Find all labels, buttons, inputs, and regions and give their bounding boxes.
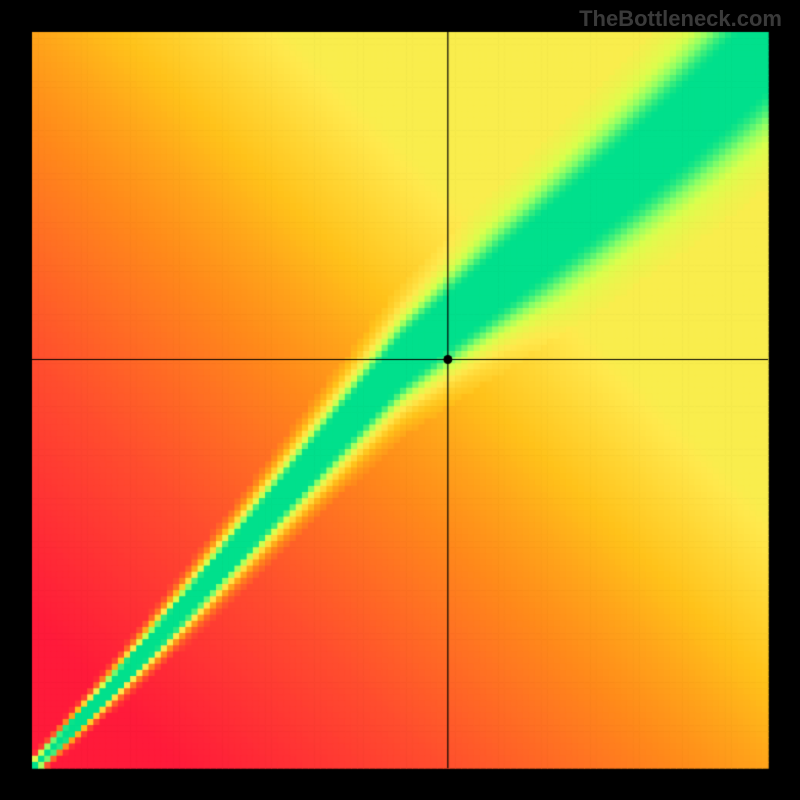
bottleneck-heatmap <box>0 0 800 800</box>
chart-container: TheBottleneck.com <box>0 0 800 800</box>
watermark-text: TheBottleneck.com <box>579 6 782 32</box>
